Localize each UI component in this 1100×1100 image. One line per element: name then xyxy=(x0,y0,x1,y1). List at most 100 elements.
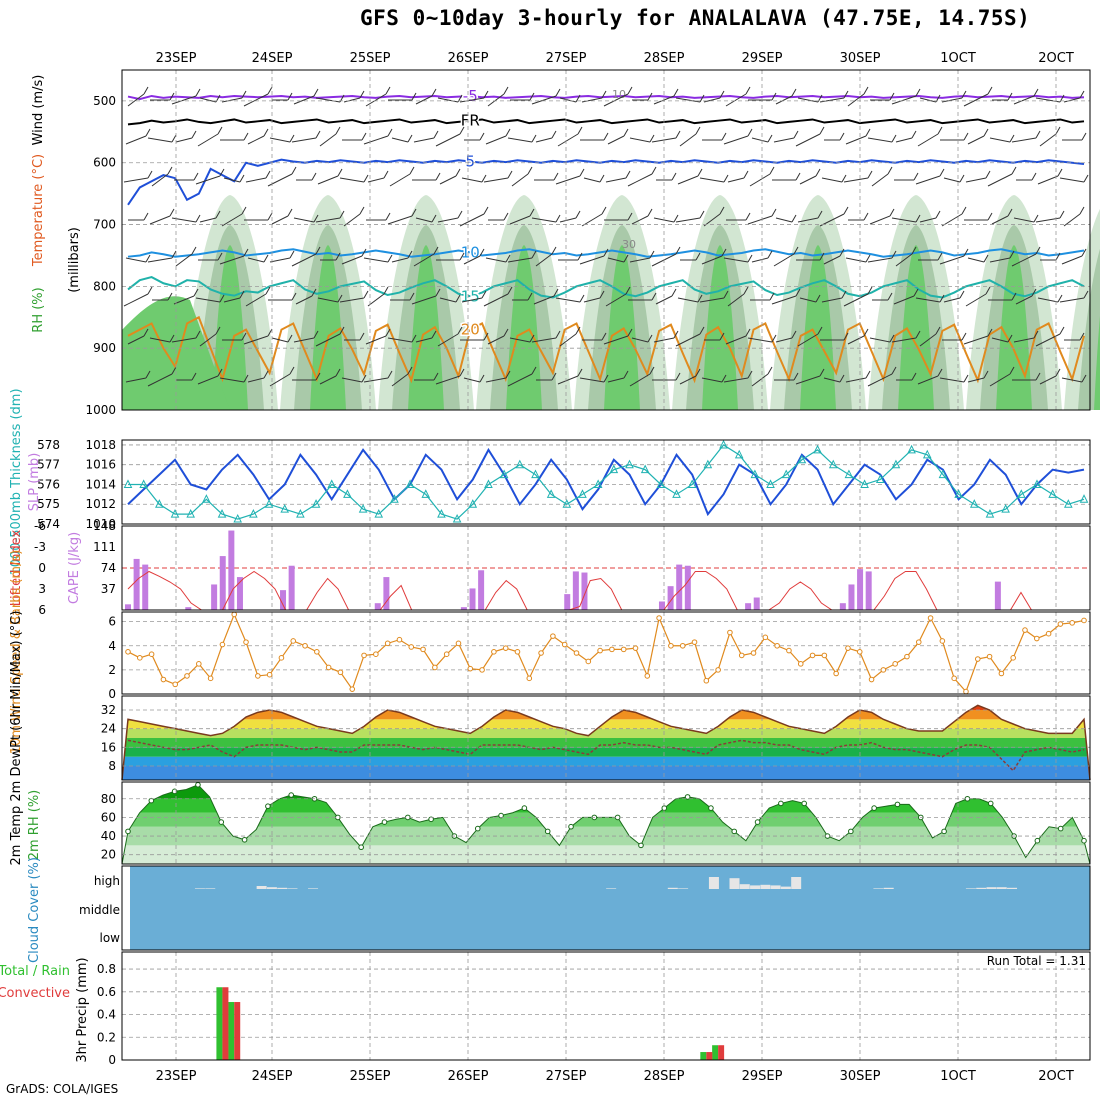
wind-barb-tick xyxy=(385,212,391,221)
wind-barb xyxy=(269,373,291,387)
wind-barb-tick xyxy=(793,246,799,255)
wind-barb-tick xyxy=(267,212,273,221)
cape-bar xyxy=(994,581,1001,610)
wind-speed-point xyxy=(207,675,214,682)
wind-barb-tick xyxy=(867,170,873,179)
series-marker xyxy=(750,469,760,479)
wind-barb xyxy=(245,293,267,307)
wind-barb xyxy=(869,337,891,343)
wind-barb-tick xyxy=(479,374,485,383)
wind-barb-tick xyxy=(695,252,701,261)
wind-speed-point xyxy=(1057,621,1064,627)
wind-barb-tick xyxy=(241,90,247,99)
wind-barb-tick xyxy=(217,126,223,135)
wind-barb-tick xyxy=(315,246,321,255)
isotherm-line xyxy=(127,276,1085,299)
wind-speed-point xyxy=(915,639,922,645)
wind-barb xyxy=(173,295,195,305)
wind-barb-tick xyxy=(915,330,921,339)
x-tick-label: 1OCT xyxy=(940,51,976,66)
wind-barb-tick xyxy=(913,172,919,181)
wind-barb xyxy=(195,175,221,185)
wind-barb xyxy=(509,215,531,225)
series-marker xyxy=(531,469,540,479)
wind-barb-tick xyxy=(1033,88,1039,97)
wind-barb xyxy=(343,97,361,103)
wind-barb-tick xyxy=(169,334,175,343)
wind-speed-point xyxy=(656,615,662,621)
wind-barb xyxy=(459,97,485,103)
cloud-block xyxy=(986,887,997,889)
wind-barb-tick xyxy=(505,128,511,137)
wind-barb-tick xyxy=(1009,366,1015,375)
wind-speed-point xyxy=(668,642,674,649)
wind-barb xyxy=(315,333,341,347)
wind-barb-tick xyxy=(891,134,897,143)
wind-barb xyxy=(387,215,413,225)
wind-barb xyxy=(939,377,965,383)
series-marker xyxy=(954,489,963,498)
wind-barb-tick xyxy=(1079,206,1085,215)
y-tick-label: 1010 xyxy=(85,517,116,531)
wind-speed-point xyxy=(231,611,238,618)
wind-barb-tick xyxy=(143,212,149,221)
temp-band xyxy=(122,766,1090,780)
wind-barb-tick xyxy=(335,252,341,261)
wind-barb xyxy=(915,175,941,185)
wind-barb xyxy=(195,297,221,303)
wind-speed-point xyxy=(125,648,131,655)
wind-barb-tick xyxy=(1059,210,1065,219)
cloud-block xyxy=(780,886,791,889)
wind-barb xyxy=(751,137,769,143)
series-marker xyxy=(139,479,148,488)
cape-bar xyxy=(460,607,467,610)
y-tick-label-left: 574 xyxy=(37,517,60,531)
wind-barb-tick xyxy=(745,328,751,337)
wind-barb-tick xyxy=(699,326,705,335)
wind-barb xyxy=(459,213,485,227)
li-line xyxy=(127,570,1084,611)
wind-barb xyxy=(389,173,411,187)
wind-barb-tick xyxy=(507,286,513,295)
wind-barb-tick xyxy=(383,286,389,295)
wind-barb xyxy=(343,213,361,227)
wind-barb xyxy=(339,177,365,183)
wind-barb xyxy=(725,335,747,345)
wind-barb-tick xyxy=(747,128,753,137)
wind-barb xyxy=(917,375,939,385)
x-tick-label: 26SEP xyxy=(448,51,489,66)
wind-barb xyxy=(317,297,339,303)
cloud-block xyxy=(266,887,277,889)
wind-barb xyxy=(509,337,531,343)
wind-barb xyxy=(125,135,147,145)
wind-barb-tick xyxy=(985,170,991,179)
wind-barb-tick xyxy=(817,326,823,335)
y-tick-label: 148 xyxy=(93,519,116,533)
cloud-panel: high middle low Cloud Cover (%) xyxy=(27,857,1090,963)
wind-barb xyxy=(675,217,701,223)
wind-barb xyxy=(675,333,701,347)
wind-barb xyxy=(435,375,461,385)
wind-barb-tick xyxy=(623,254,629,263)
wind-barb-tick xyxy=(527,292,533,301)
wind-barb-tick xyxy=(745,212,751,221)
isotherm-label: FR xyxy=(461,112,480,130)
wind-barb xyxy=(435,133,461,147)
wind-barb xyxy=(891,337,917,343)
wind-speed-point xyxy=(361,652,367,659)
wind-barb xyxy=(795,133,821,147)
wind-barb-tick xyxy=(819,368,825,377)
wind-barb-tick xyxy=(647,92,653,101)
wind-barb xyxy=(699,297,725,303)
cloud-block xyxy=(1007,887,1018,889)
isotherm-line xyxy=(127,248,1085,258)
wind-barb xyxy=(1013,337,1035,343)
wind-barb-tick xyxy=(697,168,703,177)
y-tick-label: 16 xyxy=(101,740,116,754)
wind-barb-tick xyxy=(553,288,559,297)
wind-barb-tick xyxy=(531,134,537,143)
wind-barb-tick xyxy=(339,210,345,219)
cloud-block xyxy=(205,888,216,889)
wind-barb-tick xyxy=(195,214,201,223)
wind-barb xyxy=(319,133,337,147)
